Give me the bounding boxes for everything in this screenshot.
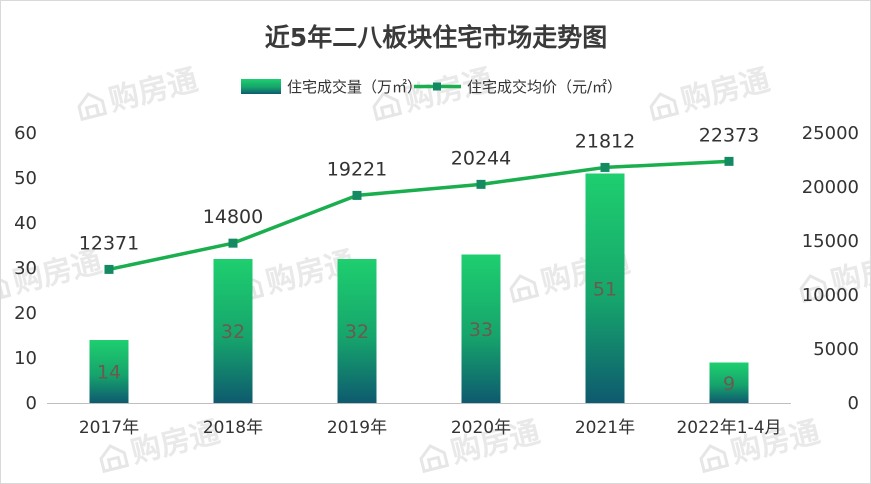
left-tick-label: 30: [14, 258, 37, 279]
price-value-label: 19221: [327, 158, 387, 180]
right-tick-label: 20000: [802, 177, 859, 198]
bar-value-label: 32: [345, 321, 369, 343]
watermark: 购房通: [75, 63, 201, 121]
bar: [585, 173, 625, 403]
svg-text:购房通: 购房通: [105, 63, 201, 119]
right-tick-label: 5000: [813, 339, 859, 360]
bar-series: 14 32 32 33 51 9: [89, 173, 749, 403]
left-axis: 0 10 20 30 40 50 60: [14, 123, 37, 414]
bar-value-label: 51: [593, 278, 617, 300]
x-tick-label: 2022年1-4月: [676, 418, 781, 438]
bar: [709, 362, 749, 403]
legend-swatch-bar: [241, 79, 281, 94]
price-marker: [476, 179, 486, 189]
x-tick-label: 2018年: [203, 418, 263, 438]
bar-value-label: 9: [723, 373, 735, 395]
price-value-label: 21812: [575, 130, 635, 152]
right-tick-label: 0: [848, 393, 859, 414]
left-tick-label: 60: [14, 123, 37, 144]
svg-text:购房通: 购房通: [677, 63, 773, 119]
x-tick-label: 2017年: [79, 418, 139, 438]
price-marker: [228, 238, 238, 248]
price-marker: [352, 190, 362, 200]
chart-title: 近5年二八板块住宅市场走势图: [265, 23, 607, 52]
legend-swatch-marker: [433, 82, 441, 91]
price-marker: [724, 156, 734, 166]
price-value-label: 14800: [203, 206, 263, 228]
right-tick-label: 25000: [802, 123, 859, 144]
price-value-label: 12371: [79, 232, 139, 254]
bar-value-label: 33: [469, 319, 493, 341]
left-tick-label: 0: [26, 393, 37, 414]
left-tick-label: 10: [14, 348, 37, 369]
line-series: 12371 14800 19221 20244 21812 22373: [79, 124, 759, 274]
bar-value-label: 32: [221, 321, 245, 343]
x-tick-label: 2021年: [575, 418, 635, 438]
right-tick-label: 15000: [802, 231, 859, 252]
left-tick-label: 50: [14, 168, 37, 189]
bar: [461, 254, 501, 403]
left-tick-label: 20: [14, 303, 37, 324]
price-value-label: 20244: [451, 147, 511, 169]
price-marker: [600, 162, 610, 172]
bar: [337, 259, 377, 403]
bar-value-label: 14: [97, 362, 121, 384]
legend-label-volume: 住宅成交量（万㎡）: [287, 78, 422, 96]
right-tick-label: 10000: [802, 285, 859, 306]
x-tick-label: 2020年: [451, 418, 511, 438]
x-tick-label: 2019年: [327, 418, 387, 438]
price-value-label: 22373: [699, 124, 759, 146]
bar: [89, 340, 129, 403]
right-axis: 0 5000 10000 15000 20000 25000: [802, 123, 859, 414]
legend: 住宅成交量（万㎡） 住宅成交均价（元/㎡）: [241, 78, 622, 96]
x-axis: 2017年 2018年 2019年 2020年 2021年 2022年1-4月: [79, 418, 782, 438]
bar: [213, 259, 253, 403]
price-marker: [104, 264, 114, 274]
price-line: [108, 159, 730, 272]
legend-label-price: 住宅成交均价（元/㎡）: [467, 78, 622, 96]
watermark: 购房通: [647, 63, 773, 121]
left-tick-label: 40: [14, 213, 37, 234]
